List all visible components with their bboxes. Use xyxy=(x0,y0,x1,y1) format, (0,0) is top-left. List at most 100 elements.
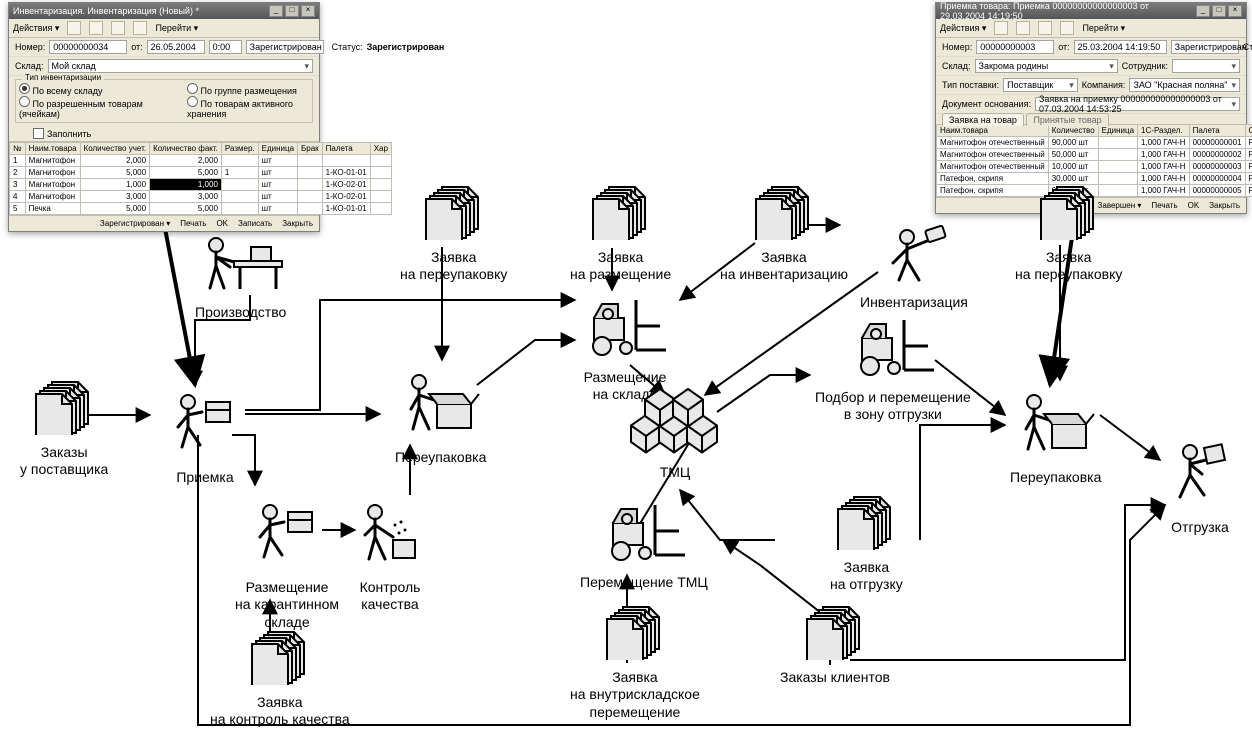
node-qc: Контролькачества xyxy=(355,500,425,614)
footer-close[interactable]: Закрыть xyxy=(282,219,313,228)
status-label: Статус: xyxy=(1243,42,1252,52)
toolbar-icon[interactable] xyxy=(111,21,125,35)
actions-menu[interactable]: Действия ▾ xyxy=(940,23,986,34)
node-label: Заявкана отгрузку xyxy=(830,559,903,594)
minimize-button[interactable]: _ xyxy=(269,5,283,17)
actions-menu[interactable]: Действия ▾ xyxy=(13,23,59,34)
node-label: Перемещение ТМЦ xyxy=(580,574,708,592)
from-label: от: xyxy=(131,42,142,52)
company-dropdown[interactable]: ЗАО "Красная поляна" xyxy=(1129,78,1240,92)
footer-register[interactable]: Зарегистрирован ▾ xyxy=(100,219,170,228)
radio-by-group[interactable] xyxy=(187,83,198,94)
person_open_box-icon xyxy=(395,370,486,445)
fill-checkbox[interactable] xyxy=(33,128,44,139)
docs-icon xyxy=(20,380,108,440)
tab-request[interactable]: Заявка на товар xyxy=(942,113,1024,126)
node-label: Заявкана инвентаризацию xyxy=(720,249,848,284)
docs-icon xyxy=(210,630,350,690)
goto-menu[interactable]: Перейти ▾ xyxy=(155,23,198,34)
minimize-button[interactable]: _ xyxy=(1196,5,1210,17)
right-app-window: Приемка товара: Приемка 0000000000000000… xyxy=(935,2,1247,214)
footer-write[interactable]: Записать xyxy=(238,219,272,228)
toolbar-icon[interactable] xyxy=(1016,21,1030,35)
type-label: Тип поставки: xyxy=(942,80,999,90)
person_table-icon xyxy=(195,235,286,300)
left-grid[interactable]: №Наим.товараКоличество учет.Количество ф… xyxy=(9,142,392,215)
toolbar-icon[interactable] xyxy=(1060,21,1074,35)
node-label: Контролькачества xyxy=(355,579,425,614)
radio-active[interactable] xyxy=(187,96,198,107)
node-label: Отгрузка xyxy=(1170,519,1230,537)
inventory-type-group: Тип инвентаризации По всему складу По ра… xyxy=(15,79,313,123)
node-tmc: ТМЦ xyxy=(625,385,725,481)
warehouse-dropdown[interactable]: Мой склад xyxy=(48,59,313,73)
docs-icon xyxy=(830,495,903,555)
time-field[interactable]: 0:00 xyxy=(209,40,242,54)
date-field[interactable]: 25.03.2004 14:19:50 xyxy=(1074,40,1167,54)
warehouse-label: Склад: xyxy=(942,61,971,71)
basis-label: Документ основания: xyxy=(942,99,1031,109)
left-window-title: Инвентаризация. Инвентаризация (Новый) * xyxy=(13,6,199,16)
node-label: Инвентаризация xyxy=(860,294,968,312)
goto-menu[interactable]: Перейти ▾ xyxy=(1082,23,1125,34)
fill-label: Заполнить xyxy=(47,129,91,139)
footer-ok[interactable]: OK xyxy=(1188,201,1200,210)
tab-received[interactable]: Принятые товар xyxy=(1026,113,1108,126)
person_qc-icon xyxy=(355,500,425,575)
node-req_placement: Заявкана размещение xyxy=(570,185,671,284)
toolbar-icon[interactable] xyxy=(1038,21,1052,35)
employee-dropdown[interactable] xyxy=(1172,59,1240,73)
node-label: Заявкана размещение xyxy=(570,249,671,284)
radio-by-allowed[interactable] xyxy=(19,96,30,107)
forklift-icon xyxy=(580,300,670,365)
number-label: Номер: xyxy=(942,42,972,52)
close-button[interactable]: × xyxy=(301,5,315,17)
node-label: Заказы клиентов xyxy=(780,669,890,687)
diagram-stage: Инвентаризация. Инвентаризация (Новый) *… xyxy=(0,0,1252,747)
state-button[interactable]: Зарегистрирован xyxy=(246,40,324,54)
node-req_repack2: Заявкана переупаковку xyxy=(1015,185,1122,284)
employee-label: Сотрудник: xyxy=(1122,61,1168,71)
footer-close[interactable]: Закрыть xyxy=(1209,201,1240,210)
node-production: Производство xyxy=(195,235,286,321)
basis-dropdown[interactable]: Заявка на приемку 000000000000000003 от … xyxy=(1035,97,1240,111)
node-label: Подбор и перемещениев зону отгрузки xyxy=(815,389,971,424)
node-req_inventory: Заявкана инвентаризацию xyxy=(720,185,848,284)
type-dropdown[interactable]: Поставщик xyxy=(1003,78,1078,92)
person_box-icon xyxy=(170,390,240,465)
number-field[interactable]: 00000000003 xyxy=(976,40,1054,54)
node-req_internal_move: Заявкана внутрискладскоеперемещение xyxy=(570,605,700,721)
toolbar-icon[interactable] xyxy=(67,21,81,35)
state-button[interactable]: Зарегистрирован xyxy=(1171,40,1239,54)
left-app-window: Инвентаризация. Инвентаризация (Новый) *… xyxy=(8,2,320,232)
node-label: Размещениена карантинномскладе xyxy=(235,579,339,632)
number-field[interactable]: 00000000034 xyxy=(49,40,127,54)
right-titlebar: Приемка товара: Приемка 0000000000000000… xyxy=(936,3,1246,19)
radio-active-label: По товарам активного хранения xyxy=(187,99,293,119)
footer-ok[interactable]: OK xyxy=(216,219,228,228)
from-label: от: xyxy=(1058,42,1069,52)
node-label: Производство xyxy=(195,304,286,322)
node-label: Заявкана переупаковку xyxy=(400,249,507,284)
node-label: Заявкана внутрискладскоеперемещение xyxy=(570,669,700,722)
node-label: Переупаковка xyxy=(395,449,486,467)
left-titlebar: Инвентаризация. Инвентаризация (Новый) *… xyxy=(9,3,319,19)
person_open_box-icon xyxy=(1010,390,1101,465)
radio-all[interactable] xyxy=(19,83,30,94)
status-value: Зарегистрирован xyxy=(367,42,445,52)
warehouse-dropdown[interactable]: Закрома родины xyxy=(975,59,1118,73)
node-label: Приемка xyxy=(170,469,240,487)
toolbar-icon[interactable] xyxy=(133,21,147,35)
toolbar-icon[interactable] xyxy=(994,21,1008,35)
date-field[interactable]: 26.05.2004 xyxy=(147,40,205,54)
maximize-button[interactable]: □ xyxy=(1212,5,1226,17)
boxes-icon xyxy=(625,385,725,460)
node-inventory: Инвентаризация xyxy=(860,225,968,311)
maximize-button[interactable]: □ xyxy=(285,5,299,17)
toolbar-icon[interactable] xyxy=(89,21,103,35)
footer-print[interactable]: Печать xyxy=(180,219,206,228)
radio-all-label: По всему складу xyxy=(33,86,103,96)
footer-print[interactable]: Печать xyxy=(1151,201,1177,210)
radio-group-label: По группе размещения xyxy=(201,86,297,96)
close-button[interactable]: × xyxy=(1228,5,1242,17)
